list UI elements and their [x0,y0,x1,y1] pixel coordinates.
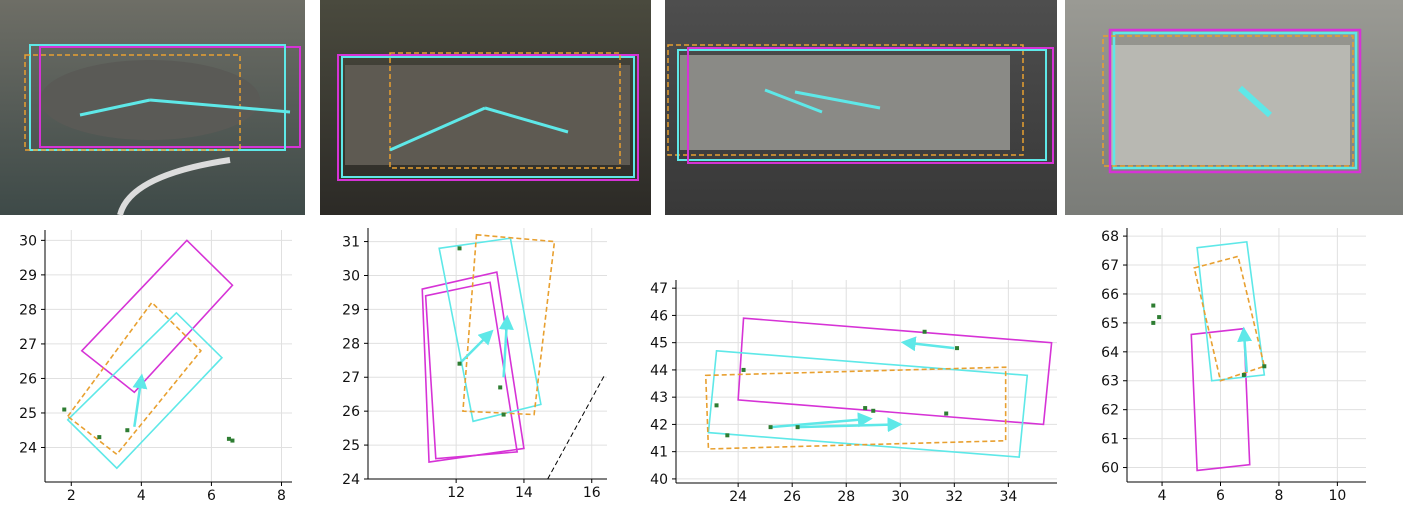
box [462,233,556,416]
point [1262,364,1267,369]
y-tick-label: 30 [19,233,37,249]
point [457,246,462,251]
y-tick-label: 43 [650,390,668,406]
photo [0,0,305,216]
point [501,412,506,417]
point [62,407,67,412]
x-tick-label: 16 [583,485,601,501]
y-tick-label: 41 [650,445,668,461]
y-tick-label: 28 [342,336,360,352]
y-tick-label: 26 [342,404,360,420]
x-tick-label: 4 [1158,488,1167,504]
y-tick-label: 31 [342,235,360,251]
x-tick-label: 32 [945,489,963,505]
point [498,385,503,390]
y-tick-label: 63 [1101,374,1119,390]
point [955,346,960,351]
photo [320,0,651,215]
y-tick-label: 68 [1101,229,1119,245]
y-tick-label: 46 [650,308,668,324]
arrow [1237,326,1253,373]
y-tick-label: 67 [1101,258,1119,274]
photo [1065,0,1403,215]
x-tick-label: 6 [1216,488,1225,504]
x-tick-label: 4 [137,488,146,504]
point [1151,320,1156,325]
point [768,425,773,430]
y-tick-label: 47 [650,281,668,297]
box [707,349,1029,458]
y-tick-label: 42 [650,417,668,433]
y-tick-label: 25 [19,406,37,422]
y-tick-label: 27 [342,370,360,386]
point [97,435,102,440]
point [795,425,800,430]
point [741,367,746,372]
y-tick-label: 61 [1101,432,1119,448]
x-tick-label: 8 [1274,488,1283,504]
photo [665,0,1057,215]
y-tick-label: 24 [19,440,37,456]
box [1190,327,1251,472]
arrow [498,314,514,378]
box [737,317,1053,426]
y-tick-label: 66 [1101,287,1119,303]
y-tick-label: 40 [650,472,668,488]
point [1151,303,1156,308]
point [871,408,876,413]
y-tick-label: 25 [342,438,360,454]
arrow [132,373,148,427]
y-tick-label: 30 [342,268,360,284]
box [424,281,519,460]
y-tick-label: 60 [1101,461,1119,477]
arrow [900,336,955,352]
point [226,436,231,441]
x-tick-label: 10 [1328,488,1346,504]
y-tick-label: 24 [342,472,360,488]
x-tick-label: 28 [837,489,855,505]
x-tick-label: 30 [891,489,909,505]
point [725,433,730,438]
box [421,271,525,463]
box [704,366,1007,450]
y-tick-label: 62 [1101,403,1119,419]
x-tick-label: 6 [207,488,216,504]
y-tick-label: 64 [1101,345,1119,361]
point [1157,315,1162,320]
y-tick-label: 26 [19,371,37,387]
point [944,411,949,416]
x-tick-label: 34 [999,489,1017,505]
x-tick-label: 24 [729,489,747,505]
box [66,301,202,456]
x-tick-label: 2 [67,488,76,504]
box [438,237,542,423]
y-tick-label: 29 [19,268,37,284]
point [1241,372,1246,377]
x-tick-label: 8 [277,488,286,504]
box [1196,241,1266,382]
x-tick-label: 12 [447,485,465,501]
box [1193,255,1266,382]
point [922,329,927,334]
reference-line [547,373,606,480]
box [66,311,224,470]
point [230,438,235,443]
x-tick-label: 14 [515,485,533,501]
x-tick-label: 26 [783,489,801,505]
point [125,428,130,433]
point [863,406,868,411]
arrow [770,412,873,429]
y-tick-label: 44 [650,363,668,379]
y-tick-label: 28 [19,302,37,318]
y-tick-label: 27 [19,337,37,353]
point [714,403,719,408]
point [457,361,462,366]
arrow [797,417,903,433]
arrow [458,329,494,365]
y-tick-label: 29 [342,302,360,318]
y-tick-label: 65 [1101,316,1119,332]
y-tick-label: 45 [650,336,668,352]
box [80,239,234,394]
